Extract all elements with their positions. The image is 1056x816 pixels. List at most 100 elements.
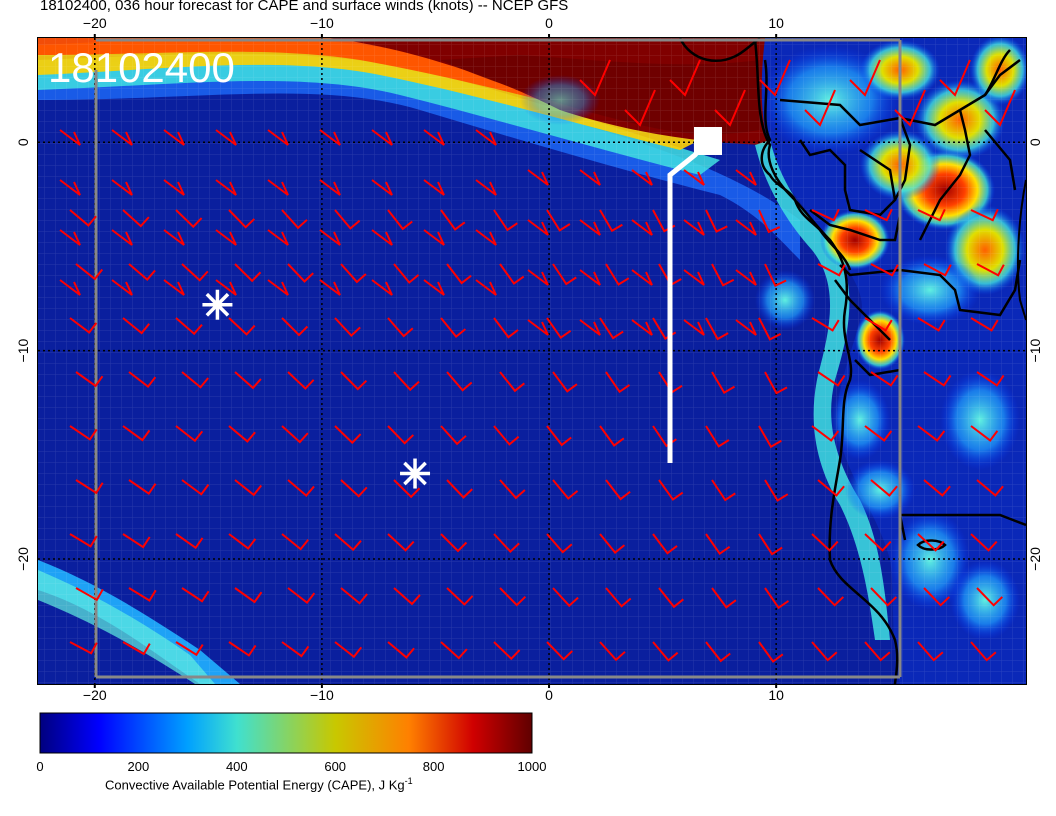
wind-barb	[163, 229, 185, 246]
wind-barb	[228, 641, 257, 657]
wind-barb	[228, 425, 256, 443]
wind-barb	[440, 317, 467, 339]
wind-barb	[579, 219, 601, 236]
wind-barb	[546, 317, 572, 340]
wind-barb	[711, 263, 735, 287]
wind-barb	[447, 696, 473, 712]
wind-barb	[552, 263, 577, 286]
wind-barb	[606, 696, 631, 713]
wind-barb	[977, 696, 1001, 715]
wind-barb	[758, 209, 781, 234]
wind-barb	[683, 319, 705, 336]
wind-barb	[849, 59, 881, 97]
wind-barb	[917, 533, 945, 552]
wind-barb	[128, 587, 157, 602]
lon-tick-mark	[93, 34, 96, 38]
wind-barb	[605, 263, 630, 286]
wind-barb	[758, 317, 782, 341]
wind-barb	[923, 263, 952, 277]
wind-barb	[440, 641, 468, 660]
wind-barb	[923, 371, 952, 387]
wind-barb	[527, 169, 549, 186]
wind-barb	[970, 533, 998, 552]
wind-barb	[69, 209, 97, 227]
wind-barb	[870, 479, 898, 497]
bottom-lon-label: −20	[83, 687, 107, 703]
wind-barb	[758, 533, 783, 556]
wind-barb	[69, 641, 98, 655]
top-lon-label: 10	[768, 15, 784, 31]
wind-barb	[234, 587, 263, 604]
wind-barb	[683, 269, 705, 286]
wind-barb	[499, 479, 526, 500]
wind-barb	[500, 696, 526, 712]
wind-barb	[371, 129, 393, 146]
asterisk-marker	[202, 289, 233, 320]
wind-barb	[175, 533, 204, 550]
colorbar	[39, 712, 533, 754]
wind-barb	[984, 89, 1016, 127]
wind-barb	[917, 641, 944, 662]
wind-barb	[705, 317, 729, 341]
top-lon-label: 0	[545, 15, 553, 31]
wind-barb	[759, 59, 791, 97]
fine-grid	[38, 38, 1026, 684]
wind-barb	[917, 208, 946, 222]
colorbar-tick-label: 400	[225, 759, 248, 774]
wind-barb	[128, 263, 156, 281]
wind-barb	[711, 371, 736, 395]
wind-barb	[658, 479, 684, 501]
wind-barb	[976, 371, 1005, 387]
wind-barb	[764, 371, 788, 395]
wind-barb	[122, 425, 151, 442]
wind-barb	[475, 279, 497, 296]
wind-barb	[764, 263, 787, 287]
wind-barb	[387, 533, 415, 552]
wind-barb	[59, 129, 81, 146]
asterisk-stroke	[403, 461, 427, 486]
wind-barb	[393, 479, 421, 499]
wind-barb	[334, 425, 362, 445]
wind-barb	[234, 479, 263, 497]
asterisk-marker	[400, 458, 431, 489]
wind-barb	[764, 587, 790, 610]
wind-barb	[267, 129, 289, 146]
wind-barb	[631, 319, 653, 336]
wind-barb	[714, 89, 746, 127]
wind-barb	[924, 696, 948, 715]
wind-barb	[817, 371, 846, 387]
top-lon-label: −20	[83, 15, 107, 31]
wind-barb	[319, 179, 341, 196]
wind-barb	[423, 279, 445, 296]
wind-barb	[658, 587, 684, 609]
wind-barb	[894, 89, 926, 127]
wind-barb	[281, 317, 309, 337]
wind-barb	[446, 479, 473, 499]
wind-barb	[811, 208, 840, 222]
wind-barb	[228, 209, 255, 229]
wind-barb	[705, 425, 730, 448]
wind-barb	[281, 209, 308, 230]
wind-barb	[393, 371, 420, 392]
wind-barb	[475, 179, 497, 196]
wind-barb	[705, 209, 728, 233]
marker-layer	[202, 289, 431, 489]
wind-barb	[811, 317, 840, 332]
wind-barb	[319, 279, 341, 296]
wind-barb	[683, 219, 705, 236]
wind-barb	[393, 263, 420, 284]
wind-barb	[128, 371, 157, 389]
wind-barb	[129, 696, 156, 707]
wind-barb	[864, 425, 893, 442]
wind-barb	[371, 229, 393, 246]
wind-barb	[917, 317, 946, 332]
wind-barb	[624, 89, 656, 127]
lon-tick-mark	[320, 34, 323, 38]
right-lat-label: −10	[1027, 338, 1043, 362]
wind-barb	[817, 479, 845, 497]
wind-barb	[267, 179, 289, 196]
wind-barb	[215, 229, 237, 246]
colorbar-tick-label: 600	[324, 759, 347, 774]
wind-barb	[527, 269, 549, 286]
wind-barb	[493, 317, 519, 339]
